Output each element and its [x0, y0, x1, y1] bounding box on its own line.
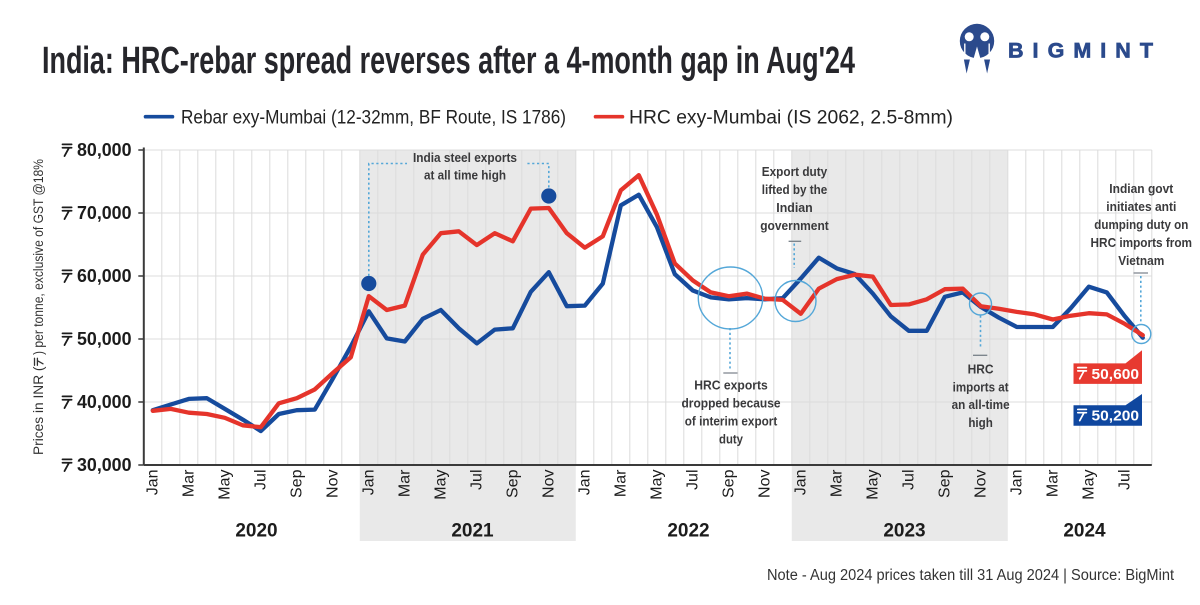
svg-text:Sep: Sep: [720, 469, 737, 498]
svg-text:Jul: Jul: [1116, 470, 1133, 490]
svg-text:2020: 2020: [235, 521, 277, 542]
svg-text:50,200: 50,200: [1092, 408, 1140, 425]
svg-text:Mar: Mar: [396, 469, 413, 497]
svg-text:Mar: Mar: [612, 469, 629, 497]
svg-text:Jan: Jan: [144, 470, 161, 496]
svg-text:Jul: Jul: [252, 470, 269, 490]
svg-text:May: May: [864, 470, 881, 500]
svg-text:initiates anti: initiates anti: [1106, 199, 1176, 214]
svg-text:an all-time: an all-time: [952, 397, 1010, 412]
svg-text:Nov: Nov: [324, 470, 341, 498]
svg-text:Nov: Nov: [972, 470, 989, 498]
svg-text:Mar: Mar: [180, 469, 197, 497]
svg-text:70,000: 70,000: [77, 203, 132, 223]
svg-text:Jan: Jan: [576, 470, 593, 496]
svg-text:of interim export: of interim export: [685, 414, 778, 429]
svg-text:Nov: Nov: [756, 470, 773, 498]
svg-text:Jan: Jan: [360, 470, 377, 496]
svg-text:2024: 2024: [1063, 521, 1106, 542]
svg-text:HRC exy-Mumbai (IS 2062, 2.5-8: HRC exy-Mumbai (IS 2062, 2.5-8mm): [629, 108, 953, 129]
svg-text:) per tonne, exclusive of GST: ) per tonne, exclusive of GST @18%: [31, 159, 46, 355]
svg-text:Rebar exy-Mumbai (12-32mm, BF: Rebar exy-Mumbai (12-32mm, BF Route, IS …: [181, 108, 566, 129]
svg-text:HRC imports from: HRC imports from: [1091, 235, 1193, 250]
svg-text:80,000: 80,000: [77, 140, 132, 160]
svg-text:Jan: Jan: [792, 470, 809, 496]
svg-text:government: government: [760, 218, 829, 233]
svg-text:40,000: 40,000: [77, 392, 132, 412]
svg-text:HRC exports: HRC exports: [694, 378, 768, 393]
svg-text:Sep: Sep: [936, 469, 953, 498]
svg-text:Jan: Jan: [1008, 470, 1025, 496]
svg-text:BIGMINT: BIGMINT: [1008, 39, 1153, 63]
svg-text:high: high: [968, 415, 993, 430]
svg-text:2022: 2022: [667, 521, 709, 542]
svg-text:duty: duty: [719, 431, 744, 446]
svg-text:May: May: [432, 470, 449, 500]
svg-text:lifted by the: lifted by the: [762, 182, 828, 197]
svg-text:Vietnam: Vietnam: [1118, 253, 1164, 268]
svg-text:Note - Aug 2024 prices taken t: Note - Aug 2024 prices taken till 31 Aug…: [767, 567, 1175, 584]
svg-text:Jul: Jul: [468, 470, 485, 490]
svg-text:Nov: Nov: [540, 470, 557, 498]
svg-text:Mar: Mar: [1044, 469, 1061, 497]
svg-text:2023: 2023: [883, 521, 925, 542]
svg-text:dumping duty on: dumping duty on: [1094, 217, 1188, 232]
svg-text:Sep: Sep: [504, 469, 521, 498]
svg-text:Export duty: Export duty: [762, 164, 828, 179]
svg-text:50,000: 50,000: [77, 329, 132, 349]
svg-text:Jul: Jul: [900, 470, 917, 490]
svg-text:dropped because: dropped because: [682, 396, 781, 411]
svg-text:30,000: 30,000: [77, 455, 132, 475]
svg-text:imports at: imports at: [953, 379, 1010, 394]
svg-text:Jul: Jul: [684, 470, 701, 490]
svg-text:India: HRC-rebar spread revers: India: HRC-rebar spread reverses after a…: [42, 40, 855, 82]
svg-text:2021: 2021: [451, 521, 494, 542]
svg-text:India steel exports: India steel exports: [413, 150, 517, 165]
svg-text:60,000: 60,000: [77, 266, 132, 286]
svg-text:Indian: Indian: [776, 200, 813, 215]
svg-text:May: May: [216, 470, 233, 500]
svg-text:May: May: [1080, 470, 1097, 500]
svg-text:at all time high: at all time high: [424, 168, 506, 183]
svg-text:50,600: 50,600: [1092, 366, 1140, 383]
svg-text:Mar: Mar: [828, 469, 845, 497]
svg-text:May: May: [648, 470, 665, 500]
svg-text:Sep: Sep: [288, 469, 305, 498]
svg-text:HRC: HRC: [968, 362, 995, 377]
svg-text:Prices in INR (: Prices in INR (: [31, 366, 46, 455]
svg-text:Indian govt: Indian govt: [1109, 181, 1174, 196]
